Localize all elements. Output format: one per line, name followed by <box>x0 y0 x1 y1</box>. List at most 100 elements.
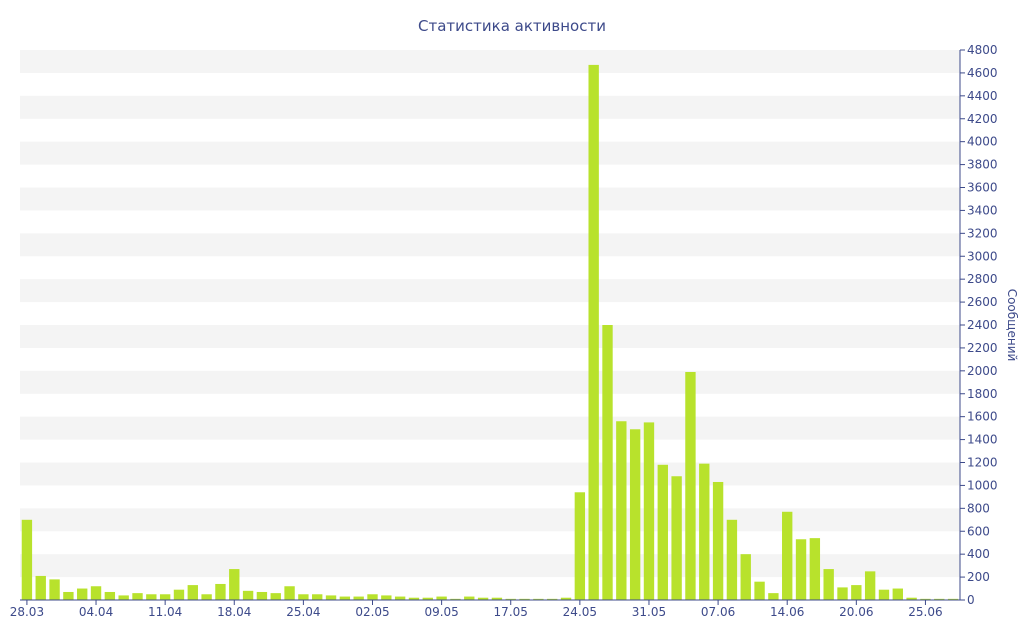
bar <box>35 575 46 600</box>
x-tick-label: 25.06 <box>908 605 942 619</box>
grid-bands <box>20 50 960 578</box>
y-tick-label: 4200 <box>967 112 998 126</box>
y-tick-label: 600 <box>967 524 990 538</box>
bar <box>837 587 848 600</box>
bar <box>505 598 516 600</box>
y-tick-label: 3600 <box>967 181 998 195</box>
x-tick-label: 04.04 <box>79 605 113 619</box>
bar <box>547 598 558 600</box>
bars-group <box>21 64 959 601</box>
bar <box>629 429 641 600</box>
bar <box>229 569 240 600</box>
grid-band <box>20 462 960 486</box>
y-tick-label: 1600 <box>967 410 998 424</box>
bar <box>77 588 88 600</box>
y-tick-label: 4600 <box>967 66 998 80</box>
x-tick-label: 02.05 <box>355 605 389 619</box>
bar <box>104 591 116 600</box>
bar <box>118 595 129 600</box>
y-tick-label: 3200 <box>967 226 998 240</box>
y-tick-label: 1200 <box>967 456 998 470</box>
bar <box>588 64 599 600</box>
x-tick-label: 07.06 <box>701 605 735 619</box>
x-tick-label: 31.05 <box>632 605 666 619</box>
bar <box>215 583 226 600</box>
y-tick-label: 1800 <box>967 387 998 401</box>
y-tick-label: 4000 <box>967 135 998 149</box>
x-tick-label: 17.05 <box>494 605 528 619</box>
grid-band <box>20 508 960 532</box>
bar <box>173 589 185 600</box>
x-tick-label: 20.06 <box>839 605 873 619</box>
grid-band <box>20 325 960 348</box>
y-tick-label: 2600 <box>967 295 998 309</box>
bar <box>159 594 171 600</box>
grid-band <box>20 233 960 257</box>
x-tick-label: 11.04 <box>148 605 182 619</box>
bar <box>519 598 530 600</box>
y-ticks: 0 200 400 600 800 1000 1200 1400 1600 1800 2000 220… <box>960 43 998 607</box>
bar <box>823 569 834 600</box>
y-tick-label: 2200 <box>967 341 998 355</box>
bar <box>685 371 696 600</box>
bar <box>436 596 447 600</box>
y-tick-label: 3000 <box>967 249 998 263</box>
y-tick-label: 0 <box>967 593 975 607</box>
bar <box>934 598 945 600</box>
bar <box>699 463 710 600</box>
y-tick-label: 4400 <box>967 89 998 103</box>
x-tick-label: 25.04 <box>286 605 320 619</box>
bar <box>657 464 668 600</box>
y-tick-label: 3800 <box>967 158 998 172</box>
bar <box>49 579 60 601</box>
grid-band <box>20 279 960 303</box>
bar <box>533 598 544 600</box>
bar <box>740 554 751 600</box>
bar <box>312 594 323 600</box>
y-tick-label: 4800 <box>967 43 998 57</box>
chart-title: Статистика активности <box>418 17 606 35</box>
bar <box>325 595 337 600</box>
y-tick-label: 3400 <box>967 203 998 217</box>
bar <box>560 597 572 600</box>
bar <box>464 596 475 600</box>
bar <box>422 597 433 600</box>
bar <box>201 594 212 600</box>
grid-band <box>20 187 960 211</box>
bar <box>339 596 351 600</box>
bar <box>864 571 876 600</box>
y-tick-label: 2000 <box>967 364 998 378</box>
bar <box>920 598 931 600</box>
bar <box>643 422 655 600</box>
bar <box>726 519 738 600</box>
bar <box>851 585 862 600</box>
y-tick-label: 2800 <box>967 272 998 286</box>
grid-band <box>20 554 960 578</box>
y-tick-label: 200 <box>967 570 990 584</box>
grid-band <box>20 370 960 394</box>
bar <box>491 597 503 600</box>
y-axis-title: Сообщений <box>1005 289 1019 362</box>
bar <box>616 421 627 600</box>
bar <box>298 594 309 600</box>
bar <box>270 593 281 601</box>
grid-band <box>20 50 960 73</box>
bar <box>187 585 198 600</box>
x-tick-label: 14.06 <box>770 605 804 619</box>
bar <box>146 594 157 600</box>
bar <box>477 597 489 600</box>
bar <box>367 594 378 600</box>
bar <box>284 586 295 600</box>
bar <box>450 598 461 600</box>
y-tick-label: 1400 <box>967 433 998 447</box>
x-ticks: 28.03 04.04 11.04 18.04 25.04 02.05 09.05 17.05… <box>10 600 943 619</box>
bar <box>408 597 420 600</box>
bar <box>353 596 364 600</box>
bar <box>63 591 74 600</box>
grid-band <box>20 141 960 165</box>
y-tick-label: 400 <box>967 547 990 561</box>
y-tick-label: 1000 <box>967 478 998 492</box>
x-tick-label: 18.04 <box>217 605 251 619</box>
grid-band <box>20 416 960 440</box>
